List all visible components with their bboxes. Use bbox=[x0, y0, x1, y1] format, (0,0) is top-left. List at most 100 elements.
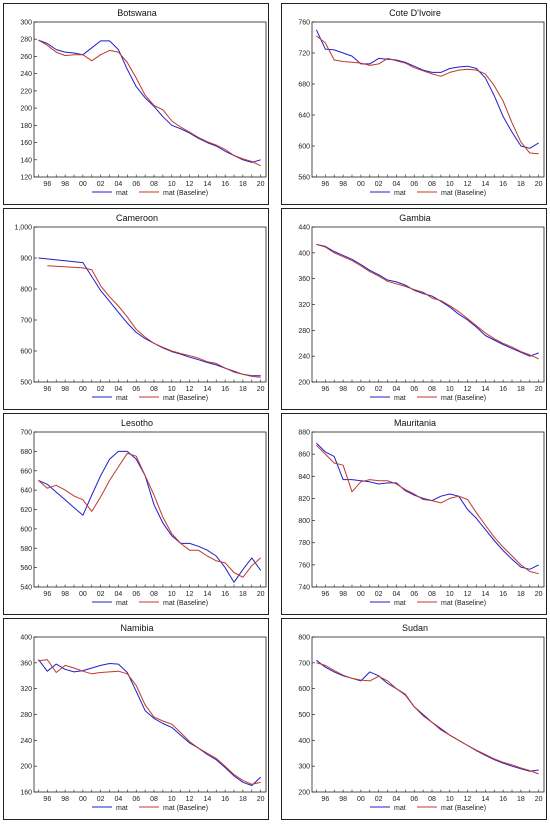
x-tick-label: 14 bbox=[203, 181, 211, 188]
chart-title: Cote D'Ivoire bbox=[389, 8, 441, 18]
x-tick-label: 16 bbox=[221, 591, 229, 598]
legend-label-mat: mat bbox=[116, 395, 128, 402]
y-tick-label: 640 bbox=[298, 113, 310, 120]
x-tick-label: 08 bbox=[428, 796, 436, 803]
y-tick-label: 120 bbox=[20, 175, 32, 182]
y-tick-label: 400 bbox=[298, 738, 310, 745]
x-tick-label: 98 bbox=[61, 181, 69, 188]
y-tick-label: 500 bbox=[20, 380, 32, 387]
y-tick-label: 760 bbox=[298, 562, 310, 569]
y-tick-label: 680 bbox=[20, 449, 32, 456]
x-tick-label: 16 bbox=[499, 796, 507, 803]
x-tick-label: 02 bbox=[375, 591, 383, 598]
y-tick-label: 840 bbox=[298, 474, 310, 481]
x-tick-label: 10 bbox=[168, 386, 176, 393]
x-tick-label: 02 bbox=[375, 386, 383, 393]
y-tick-label: 400 bbox=[20, 635, 32, 642]
y-tick-label: 700 bbox=[20, 318, 32, 325]
x-tick-label: 00 bbox=[357, 386, 365, 393]
x-tick-label: 96 bbox=[43, 386, 51, 393]
plot-frame bbox=[33, 21, 267, 178]
x-tick-label: 12 bbox=[186, 181, 194, 188]
y-tick-label: 440 bbox=[298, 225, 310, 232]
x-tick-label: 06 bbox=[132, 591, 140, 598]
y-tick-label: 240 bbox=[20, 738, 32, 745]
x-tick-label: 00 bbox=[357, 796, 365, 803]
plot-frame bbox=[311, 21, 545, 178]
x-tick-label: 18 bbox=[517, 591, 525, 598]
x-tick-label: 04 bbox=[393, 386, 401, 393]
x-tick-label: 14 bbox=[481, 386, 489, 393]
x-tick-label: 20 bbox=[257, 796, 265, 803]
x-tick-label: 08 bbox=[428, 181, 436, 188]
y-tick-label: 560 bbox=[298, 175, 310, 182]
series-line-baseline bbox=[38, 659, 261, 785]
y-tick-label: 160 bbox=[20, 140, 32, 147]
x-tick-label: 16 bbox=[499, 591, 507, 598]
series-line-baseline bbox=[38, 452, 262, 578]
y-tick-label: 860 bbox=[298, 452, 310, 459]
y-tick-label: 300 bbox=[20, 20, 32, 27]
x-tick-label: 04 bbox=[393, 591, 401, 598]
x-tick-label: 98 bbox=[339, 181, 347, 188]
y-tick-label: 500 bbox=[298, 712, 310, 719]
y-tick-label: 760 bbox=[298, 20, 310, 27]
x-tick-label: 96 bbox=[43, 181, 51, 188]
x-tick-label: 98 bbox=[61, 796, 69, 803]
chart-panel: Cameroon 500 600 700 800 900 1,000 96 98 00 02 04 06… bbox=[3, 208, 269, 410]
legend-label-baseline: mat (Baseline) bbox=[441, 190, 486, 197]
x-tick-label: 20 bbox=[535, 181, 543, 188]
series-line-mat bbox=[38, 450, 262, 583]
x-tick-label: 04 bbox=[115, 181, 123, 188]
x-tick-label: 96 bbox=[321, 591, 329, 598]
x-tick-label: 98 bbox=[339, 796, 347, 803]
x-tick-label: 12 bbox=[464, 181, 472, 188]
y-tick-label: 200 bbox=[20, 106, 32, 113]
x-tick-label: 06 bbox=[410, 591, 418, 598]
series-line-mat bbox=[38, 39, 261, 163]
x-tick-label: 18 bbox=[517, 181, 525, 188]
chart-panel: Gambia 200 240 280 320 360 400 440 96 98 00 02 04 06 0… bbox=[281, 208, 547, 410]
y-tick-label: 700 bbox=[298, 660, 310, 667]
y-tick-label: 740 bbox=[298, 585, 310, 592]
chart-title: Mauritania bbox=[394, 418, 436, 428]
x-tick-label: 02 bbox=[97, 181, 105, 188]
x-tick-label: 10 bbox=[168, 181, 176, 188]
x-tick-label: 16 bbox=[221, 181, 229, 188]
y-tick-label: 200 bbox=[20, 764, 32, 771]
x-tick-label: 02 bbox=[375, 796, 383, 803]
x-tick-label: 16 bbox=[221, 796, 229, 803]
x-tick-label: 00 bbox=[79, 591, 87, 598]
legend-label-mat: mat bbox=[394, 805, 406, 812]
chart-panel: Sudan 200 300 400 500 600 700 800 96 98 00 02 04 06 08… bbox=[281, 618, 547, 820]
series-line-baseline bbox=[47, 265, 261, 378]
legend-label-baseline: mat (Baseline) bbox=[441, 395, 486, 402]
x-tick-label: 98 bbox=[61, 386, 69, 393]
x-tick-label: 18 bbox=[239, 796, 247, 803]
legend-label-baseline: mat (Baseline) bbox=[163, 805, 208, 812]
x-tick-label: 10 bbox=[446, 386, 454, 393]
x-tick-label: 04 bbox=[115, 386, 123, 393]
x-tick-label: 12 bbox=[186, 591, 194, 598]
x-tick-label: 18 bbox=[239, 591, 247, 598]
x-tick-label: 08 bbox=[150, 181, 158, 188]
legend-label-mat: mat bbox=[116, 190, 128, 197]
x-tick-label: 14 bbox=[203, 591, 211, 598]
x-tick-label: 04 bbox=[393, 796, 401, 803]
y-tick-label: 300 bbox=[298, 764, 310, 771]
chart-svg: Botswana12014016018020022024026028030096… bbox=[20, 8, 267, 197]
x-tick-label: 20 bbox=[535, 386, 543, 393]
x-tick-label: 16 bbox=[221, 386, 229, 393]
x-tick-label: 96 bbox=[43, 591, 51, 598]
x-tick-label: 98 bbox=[339, 591, 347, 598]
plot-frame bbox=[311, 431, 545, 588]
x-tick-label: 08 bbox=[150, 796, 158, 803]
x-tick-label: 20 bbox=[257, 386, 265, 393]
series-line-mat bbox=[38, 659, 262, 786]
chart-title: Botswana bbox=[117, 8, 157, 18]
x-tick-label: 12 bbox=[186, 796, 194, 803]
y-tick-label: 220 bbox=[20, 88, 32, 95]
y-tick-label: 720 bbox=[298, 51, 310, 58]
x-tick-label: 20 bbox=[535, 796, 543, 803]
legend-label-baseline: mat (Baseline) bbox=[163, 600, 208, 607]
